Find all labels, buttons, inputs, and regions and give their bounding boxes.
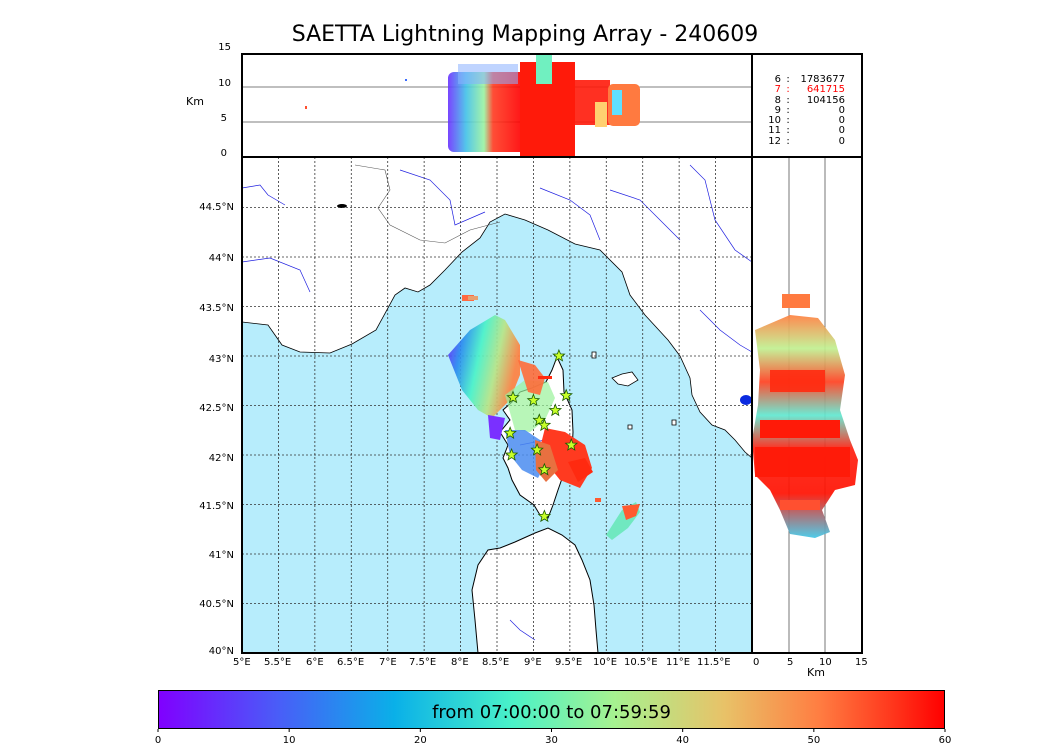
capraia xyxy=(591,351,597,359)
lat-tick: 40.5°N xyxy=(199,599,234,610)
rivers xyxy=(242,164,752,641)
level-row: 7:641715 xyxy=(774,84,845,96)
station-star-icon xyxy=(537,418,552,432)
lon-tick: 6°E xyxy=(306,657,324,668)
station-star-icon xyxy=(548,403,563,417)
lon-tick: 11.5°E xyxy=(697,657,731,668)
level-row: 12:0 xyxy=(768,135,845,147)
lon-tick: 5°E xyxy=(233,657,251,668)
top-ytick: 15 xyxy=(218,42,231,53)
colorbar-tick-label: 30 xyxy=(545,735,558,746)
right-xtick: 10 xyxy=(819,657,832,668)
altitude-longitude-panel xyxy=(241,53,753,158)
colorbar-ticks: 0 10 20 30 40 50 60 xyxy=(155,729,952,746)
pianosa xyxy=(627,424,633,430)
graticule xyxy=(242,157,752,653)
colorbar-tick-label: 40 xyxy=(676,735,689,746)
lon-tick: 10.5°E xyxy=(624,657,658,668)
latitude-altitude-panel xyxy=(740,156,863,654)
station-star-icon xyxy=(504,447,519,461)
station-star-icon xyxy=(526,393,541,407)
lon-tick: 5.5°E xyxy=(264,657,292,668)
lon-tick: 9.5°E xyxy=(555,657,583,668)
lon-tick: 8.5°E xyxy=(482,657,510,668)
lat-tick: 44.5°N xyxy=(199,202,234,213)
borders xyxy=(354,164,501,244)
colorbar-tick-label: 20 xyxy=(414,735,427,746)
lat-tick: 41°N xyxy=(208,550,234,561)
map-lightning-sources xyxy=(448,295,640,540)
giglio xyxy=(671,419,677,426)
top-ytick: 10 xyxy=(218,78,231,89)
lon-tick: 8°E xyxy=(451,657,469,668)
plot-title: SAETTA Lightning Mapping Array - 240609 xyxy=(291,22,759,47)
sardinia xyxy=(471,527,599,653)
right-panel-xlabel: Km xyxy=(807,666,825,679)
lat-tick: 41.5°N xyxy=(199,501,234,512)
colorbar-tick-label: 60 xyxy=(939,735,952,746)
lat-tick: 40°N xyxy=(208,646,234,657)
lat-tick: 42.5°N xyxy=(199,403,234,414)
station-star-icon xyxy=(559,388,573,402)
station-star-icon xyxy=(537,509,552,523)
elba xyxy=(611,371,639,387)
lon-tick: 11°E xyxy=(666,657,691,668)
lon-tick: 9°E xyxy=(524,657,542,668)
station-star-icon xyxy=(530,442,544,456)
level-counts: 6:1783677 7:641715 8:104156 9:0 10:0 11:… xyxy=(757,74,857,147)
colorbar-tick-label: 50 xyxy=(807,735,820,746)
level-row: 8:104156 xyxy=(774,94,845,106)
colorbar-tick-label: 0 xyxy=(155,735,161,746)
colorbar-label: from 07:00:00 to 07:59:59 xyxy=(432,702,671,723)
level-row: 6:1783677 xyxy=(774,74,845,85)
stats-box xyxy=(751,53,863,158)
station-star-icon xyxy=(537,462,552,476)
top-panel-sources xyxy=(305,54,640,157)
top-ytick: 0 xyxy=(220,148,227,159)
lat-tick: 43°N xyxy=(208,354,234,365)
top-panel-ylabel: Km xyxy=(186,95,204,108)
lake-geneva xyxy=(337,204,347,208)
level-row: 9:0 xyxy=(774,104,845,116)
right-xtick: 15 xyxy=(855,657,868,668)
station-star-icon xyxy=(552,348,566,362)
lon-tick: 6.5°E xyxy=(337,657,365,668)
station-markers xyxy=(503,348,579,523)
station-star-icon xyxy=(503,426,517,439)
level-row: 11:0 xyxy=(768,125,845,137)
station-star-icon xyxy=(532,413,547,427)
level-row: 10:0 xyxy=(768,115,845,127)
top-ytick: 5 xyxy=(220,113,227,124)
lon-tick: 7.5°E xyxy=(409,657,437,668)
time-colorbar xyxy=(158,690,945,729)
lat-tick: 42°N xyxy=(208,453,234,464)
map-panel xyxy=(241,156,753,654)
station-star-icon xyxy=(564,437,579,451)
lon-tick: 7°E xyxy=(379,657,397,668)
right-xtick: 5 xyxy=(787,657,794,668)
right-xtick: 0 xyxy=(753,657,760,668)
lat-tick: 43.5°N xyxy=(199,303,234,314)
station-star-icon xyxy=(506,390,520,404)
lon-tick: 10°E xyxy=(593,657,618,668)
lat-tick: 44°N xyxy=(208,253,234,264)
colorbar-tick-label: 10 xyxy=(283,735,296,746)
